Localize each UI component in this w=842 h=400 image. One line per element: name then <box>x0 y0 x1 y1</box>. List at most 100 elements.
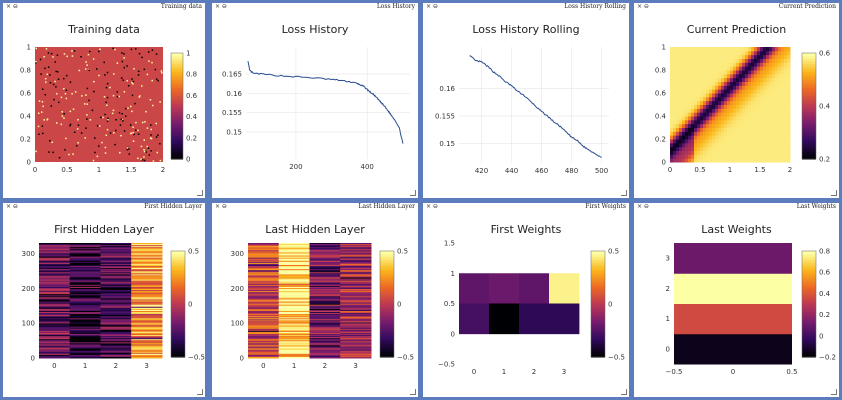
heatmap-cell <box>309 336 341 338</box>
heatmap-cell <box>781 108 785 113</box>
heatmap-cell <box>340 352 372 355</box>
pane-header[interactable]: × ⊖ Last Hidden Layer <box>212 203 418 212</box>
pane-header[interactable]: × ⊖ First Weights <box>423 203 629 212</box>
resize-handle-icon[interactable] <box>621 190 627 196</box>
heatmap-cell <box>39 324 71 327</box>
heatmap-cell <box>694 119 698 125</box>
heatmap-cell <box>715 104 719 109</box>
data-point <box>123 53 125 55</box>
close-minimize-icon[interactable]: × ⊖ <box>6 3 18 10</box>
colorbar-tick-label: 0.5 <box>397 248 408 256</box>
heatmap-cell <box>340 301 372 304</box>
heatmap-cell <box>787 62 791 67</box>
heatmap-cell <box>763 135 767 140</box>
data-point <box>124 107 127 110</box>
close-minimize-icon[interactable]: × ⊖ <box>426 203 438 210</box>
close-minimize-icon[interactable]: × ⊖ <box>637 3 649 10</box>
heatmap-cell <box>309 252 341 254</box>
resize-handle-icon[interactable] <box>410 190 416 196</box>
pane-loss-history-rolling[interactable]: × ⊖ Loss History Rolling Loss History Ro… <box>423 3 629 198</box>
pane-header[interactable]: × ⊖ Loss History Rolling <box>423 3 629 12</box>
colorbar-tick-label: −0.2 <box>819 354 836 362</box>
heatmap-cell <box>309 260 341 263</box>
heatmap-cell <box>340 287 372 290</box>
heatmap-cell <box>131 285 163 288</box>
heatmap-cell <box>778 108 782 113</box>
heatmap-cell <box>278 318 310 320</box>
pane-header[interactable]: × ⊖ Loss History <box>212 3 418 12</box>
pane-header[interactable]: × ⊖ First Hidden Layer <box>3 203 205 212</box>
heatmap-cell <box>766 116 770 121</box>
heatmap-cell <box>697 142 701 148</box>
resize-handle-icon[interactable] <box>197 389 203 395</box>
pane-first-hidden-layer[interactable]: × ⊖ First Hidden Layer First Hidden Laye… <box>3 203 205 397</box>
pane-first-weights[interactable]: × ⊖ First Weights First Weights 0 1 2 3 1.5 1… <box>423 203 629 397</box>
training-y-tick-label: 0.2 <box>20 136 31 144</box>
heatmap-cell <box>309 283 341 286</box>
current-prediction-plot[interactable]: 0 0.5 1 1.5 200.20.40.60.810.60.40.2 <box>634 3 839 198</box>
heatmap-cell <box>724 96 728 102</box>
heatmap-cell <box>278 301 310 304</box>
close-minimize-icon[interactable]: × ⊖ <box>637 203 649 210</box>
heatmap-cell <box>703 127 707 132</box>
heatmap-cell <box>724 93 728 98</box>
first-weights-plot[interactable]: 0 1 2 31.510.50−0.50.50−0.5 <box>423 203 629 397</box>
pane-current-prediction[interactable]: × ⊖ Current Prediction Current Predictio… <box>634 3 839 198</box>
pane-training-data[interactable]: × ⊖ Training data Training data 0 0.5 1 1.5… <box>3 3 205 198</box>
heatmap-cell <box>679 89 683 94</box>
heatmap-cell <box>691 119 695 125</box>
heatmap-cell <box>309 285 341 288</box>
pane-header[interactable]: × ⊖ Training data <box>3 3 205 12</box>
heatmap-cell <box>39 303 71 306</box>
heatmap-cell <box>248 251 280 253</box>
heatmap-cell <box>673 81 677 86</box>
heatmap-cell <box>39 259 71 262</box>
heatmap-cell <box>69 270 101 272</box>
heatmap-cell <box>760 47 764 52</box>
resize-handle-icon[interactable] <box>831 389 837 395</box>
colorbar-segment <box>591 264 605 268</box>
pane-last-hidden-layer[interactable]: × ⊖ Last Hidden Layer Last Hidden Layer … <box>212 203 418 397</box>
heatmap-cell <box>751 81 755 86</box>
heatmap-cell <box>772 70 776 75</box>
heatmap-cell <box>739 104 743 109</box>
resize-handle-icon[interactable] <box>410 389 416 395</box>
resize-handle-icon[interactable] <box>831 190 837 196</box>
close-minimize-icon[interactable]: × ⊖ <box>215 203 227 210</box>
heatmap-cell <box>709 58 713 63</box>
pane-header[interactable]: × ⊖ Current Prediction <box>634 3 839 12</box>
close-minimize-icon[interactable]: × ⊖ <box>426 3 438 10</box>
data-point <box>137 133 140 135</box>
colorbar-segment <box>171 127 183 131</box>
y-tick-label: 0.165 <box>222 71 242 79</box>
resize-handle-icon[interactable] <box>621 389 627 395</box>
pane-last-weights[interactable]: × ⊖ Last Weights Last Weights −0.5 0 0.5 0 1… <box>634 203 839 397</box>
close-minimize-icon[interactable]: × ⊖ <box>215 3 227 10</box>
heatmap-cell <box>742 70 746 75</box>
heatmap-cell <box>519 273 550 304</box>
heatmap-cell <box>100 272 132 274</box>
close-minimize-icon[interactable]: × ⊖ <box>6 203 18 210</box>
heatmap-cell <box>131 349 163 352</box>
colorbar-segment <box>802 317 816 321</box>
heatmap-cell <box>742 108 746 113</box>
heatmap-cell <box>39 243 71 245</box>
resize-handle-icon[interactable] <box>197 190 203 196</box>
heatmap-cell <box>131 321 163 323</box>
heatmap-cell <box>688 89 692 94</box>
heatmap-cell <box>679 70 683 75</box>
colorbar-segment <box>380 266 394 271</box>
pane-loss-history[interactable]: × ⊖ Loss History Loss History 0.15 0.155 0… <box>212 3 418 198</box>
heatmap-cell <box>100 308 132 311</box>
heatmap-cell <box>278 328 310 331</box>
heatmap-cell <box>718 81 722 86</box>
pane-header[interactable]: × ⊖ Last Weights <box>634 203 839 212</box>
heatmap-cell <box>673 85 677 90</box>
heatmap-cell <box>340 356 372 359</box>
